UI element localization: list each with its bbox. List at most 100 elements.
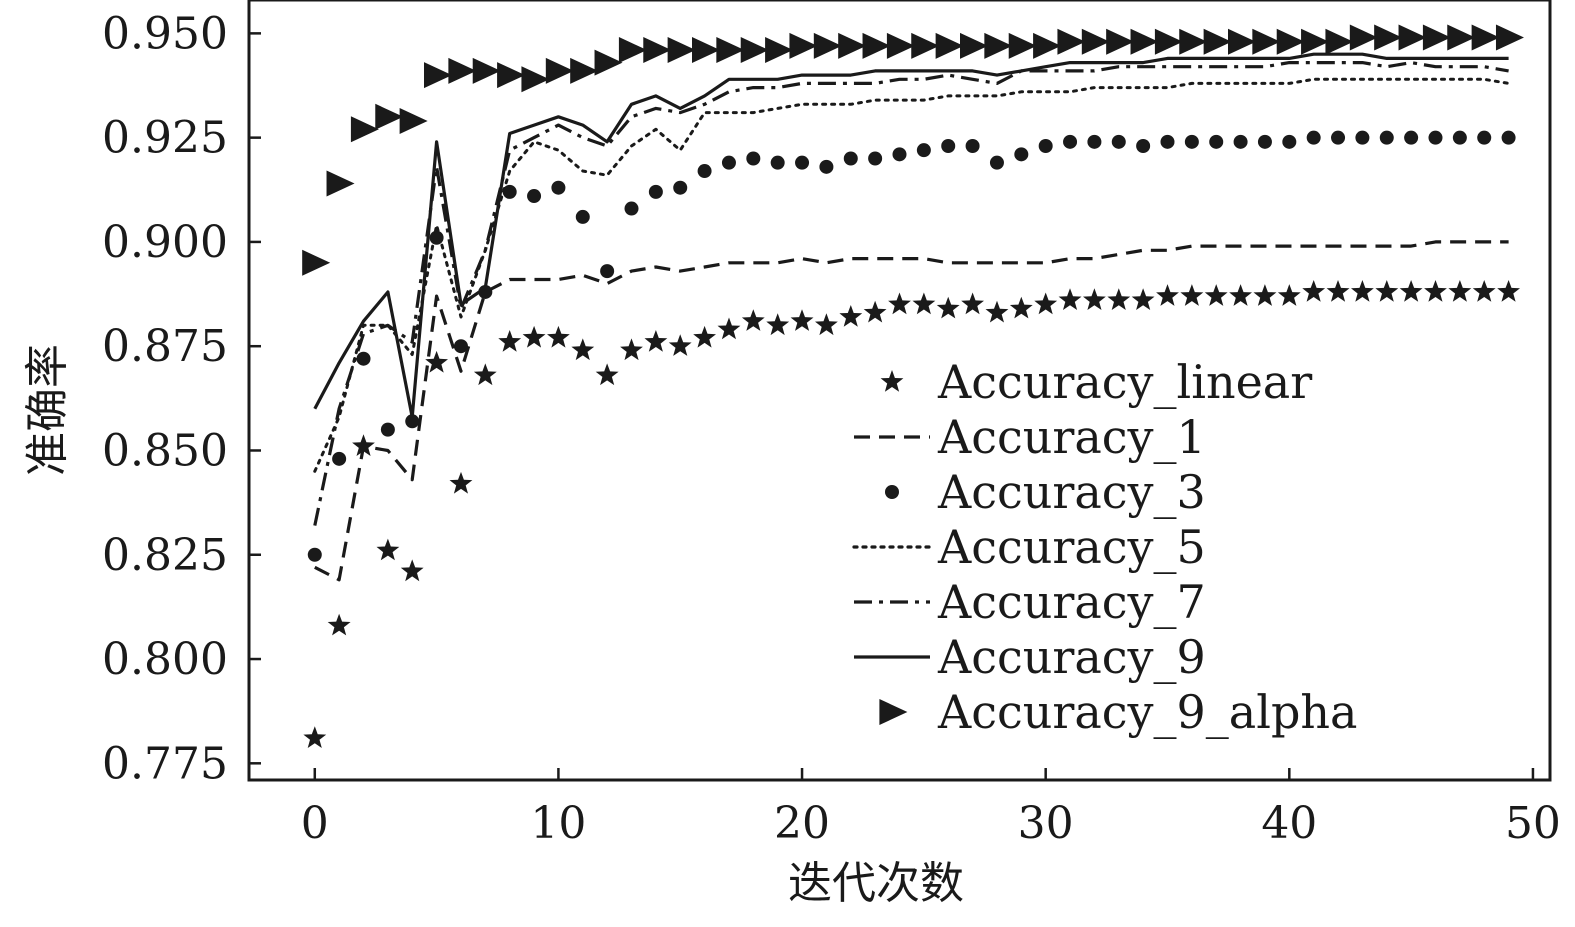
point-accuracy-linear [1375, 280, 1399, 302]
point-accuracy-9-alpha [984, 32, 1013, 59]
point-accuracy-linear [1448, 280, 1472, 302]
point-accuracy-3 [502, 184, 517, 199]
point-accuracy-3 [1160, 134, 1175, 149]
point-accuracy-9-alpha [448, 57, 477, 84]
point-accuracy-linear [1277, 284, 1301, 306]
point-accuracy-9-alpha [1227, 28, 1256, 55]
point-accuracy-linear [620, 338, 643, 361]
point-accuracy-linear [1424, 280, 1447, 302]
point-accuracy-linear [936, 296, 960, 319]
x-tick-label: 40 [1261, 798, 1317, 849]
legend-item-accuracy-9-alpha: Accuracy_9_alpha [879, 685, 1357, 739]
legend-item-accuracy-9: Accuracy_9 [854, 630, 1206, 684]
point-accuracy-3 [746, 151, 761, 166]
x-axis-ticks: 0 10 20 30 40 50 [301, 768, 1561, 849]
point-accuracy-9-alpha [618, 37, 647, 64]
point-accuracy-linear [888, 292, 911, 315]
legend-item-accuracy-3: Accuracy_3 [885, 465, 1206, 519]
legend-label: Accuracy_9 [937, 630, 1206, 684]
point-accuracy-3 [673, 180, 688, 195]
point-accuracy-3 [1501, 130, 1516, 145]
legend-swatch [880, 370, 904, 392]
y-tick-label: 0.950 [102, 8, 228, 59]
series-accuracy-5 [313, 77, 1511, 473]
point-accuracy-9-alpha [594, 49, 623, 76]
legend-label: Accuracy_3 [937, 465, 1206, 519]
point-accuracy-3 [1306, 130, 1321, 145]
legend-item-accuracy-linear: Accuracy_linear [880, 355, 1312, 409]
point-accuracy-9-alpha [497, 62, 526, 89]
series-accuracy-7 [313, 61, 1509, 526]
point-accuracy-linear [693, 325, 716, 348]
series-accuracy-9-alpha [302, 24, 1524, 276]
point-accuracy-3 [1404, 130, 1419, 145]
point-accuracy-9-alpha [959, 32, 988, 59]
point-accuracy-3 [1209, 134, 1224, 149]
point-accuracy-3 [843, 151, 858, 166]
point-accuracy-linear [1107, 288, 1131, 310]
legend-label: Accuracy_7 [937, 575, 1206, 629]
point-accuracy-3 [965, 138, 980, 153]
point-accuracy-9-alpha [375, 103, 404, 130]
point-accuracy-linear [961, 292, 984, 315]
y-tick-label: 0.925 [102, 113, 228, 164]
series-line-accuracy-5 [313, 77, 1511, 473]
legend-item-accuracy-5: Accuracy_5 [852, 520, 1206, 574]
point-accuracy-3 [332, 451, 347, 466]
point-accuracy-3 [453, 339, 468, 354]
point-accuracy-9-alpha [667, 37, 696, 64]
point-accuracy-9-alpha [1203, 28, 1232, 55]
point-accuracy-9-alpha [1471, 24, 1500, 51]
point-accuracy-9-alpha [1081, 28, 1110, 55]
x-tick-label: 0 [301, 798, 329, 849]
legend-item-accuracy-1: Accuracy_1 [854, 410, 1206, 464]
point-accuracy-linear [425, 350, 448, 373]
point-accuracy-3 [697, 164, 712, 179]
point-accuracy-9-alpha [399, 107, 428, 134]
point-accuracy-linear [1180, 284, 1204, 306]
point-accuracy-linear [1131, 288, 1155, 310]
point-accuracy-9-alpha [643, 37, 672, 64]
point-accuracy-9-alpha [1276, 28, 1305, 55]
point-accuracy-linear [863, 300, 887, 323]
point-accuracy-3 [527, 189, 542, 204]
point-accuracy-linear [1497, 280, 1520, 302]
point-accuracy-linear [1156, 284, 1179, 306]
point-accuracy-9-alpha [1057, 28, 1086, 55]
point-accuracy-9-alpha [521, 66, 550, 93]
legend-item-accuracy-7: Accuracy_7 [854, 575, 1206, 629]
point-accuracy-9-alpha [789, 32, 818, 59]
point-accuracy-3 [721, 155, 736, 170]
point-accuracy-9-alpha [935, 32, 964, 59]
point-accuracy-9-alpha [423, 62, 452, 89]
series-accuracy-9 [313, 52, 1509, 419]
point-accuracy-9-alpha [350, 116, 379, 143]
point-accuracy-3 [1452, 130, 1467, 145]
y-axis-label: 准确率 [22, 344, 73, 476]
point-accuracy-3 [1038, 138, 1053, 153]
point-accuracy-linear [1326, 280, 1350, 302]
legend-label: Accuracy_1 [937, 410, 1206, 464]
legend-swatch [879, 699, 908, 725]
point-accuracy-3 [551, 180, 566, 195]
point-accuracy-3 [1111, 134, 1126, 149]
series-accuracy-3 [307, 130, 1516, 562]
point-accuracy-3 [770, 155, 785, 170]
point-accuracy-3 [1184, 134, 1199, 149]
point-accuracy-linear [376, 538, 400, 561]
point-accuracy-linear [571, 338, 595, 361]
point-accuracy-3 [892, 147, 907, 162]
x-tick-label: 20 [774, 798, 830, 849]
point-accuracy-linear [327, 613, 351, 636]
point-accuracy-linear [912, 292, 936, 315]
point-accuracy-9-alpha [1495, 24, 1524, 51]
point-accuracy-linear [790, 309, 814, 331]
point-accuracy-9-alpha [570, 57, 599, 84]
point-accuracy-linear [1229, 284, 1252, 306]
point-accuracy-9-alpha [1033, 32, 1062, 59]
point-accuracy-3 [916, 143, 931, 158]
point-accuracy-9-alpha [1154, 28, 1183, 55]
point-accuracy-linear [815, 313, 838, 336]
point-accuracy-linear [1058, 288, 1082, 310]
point-accuracy-3 [819, 159, 834, 174]
